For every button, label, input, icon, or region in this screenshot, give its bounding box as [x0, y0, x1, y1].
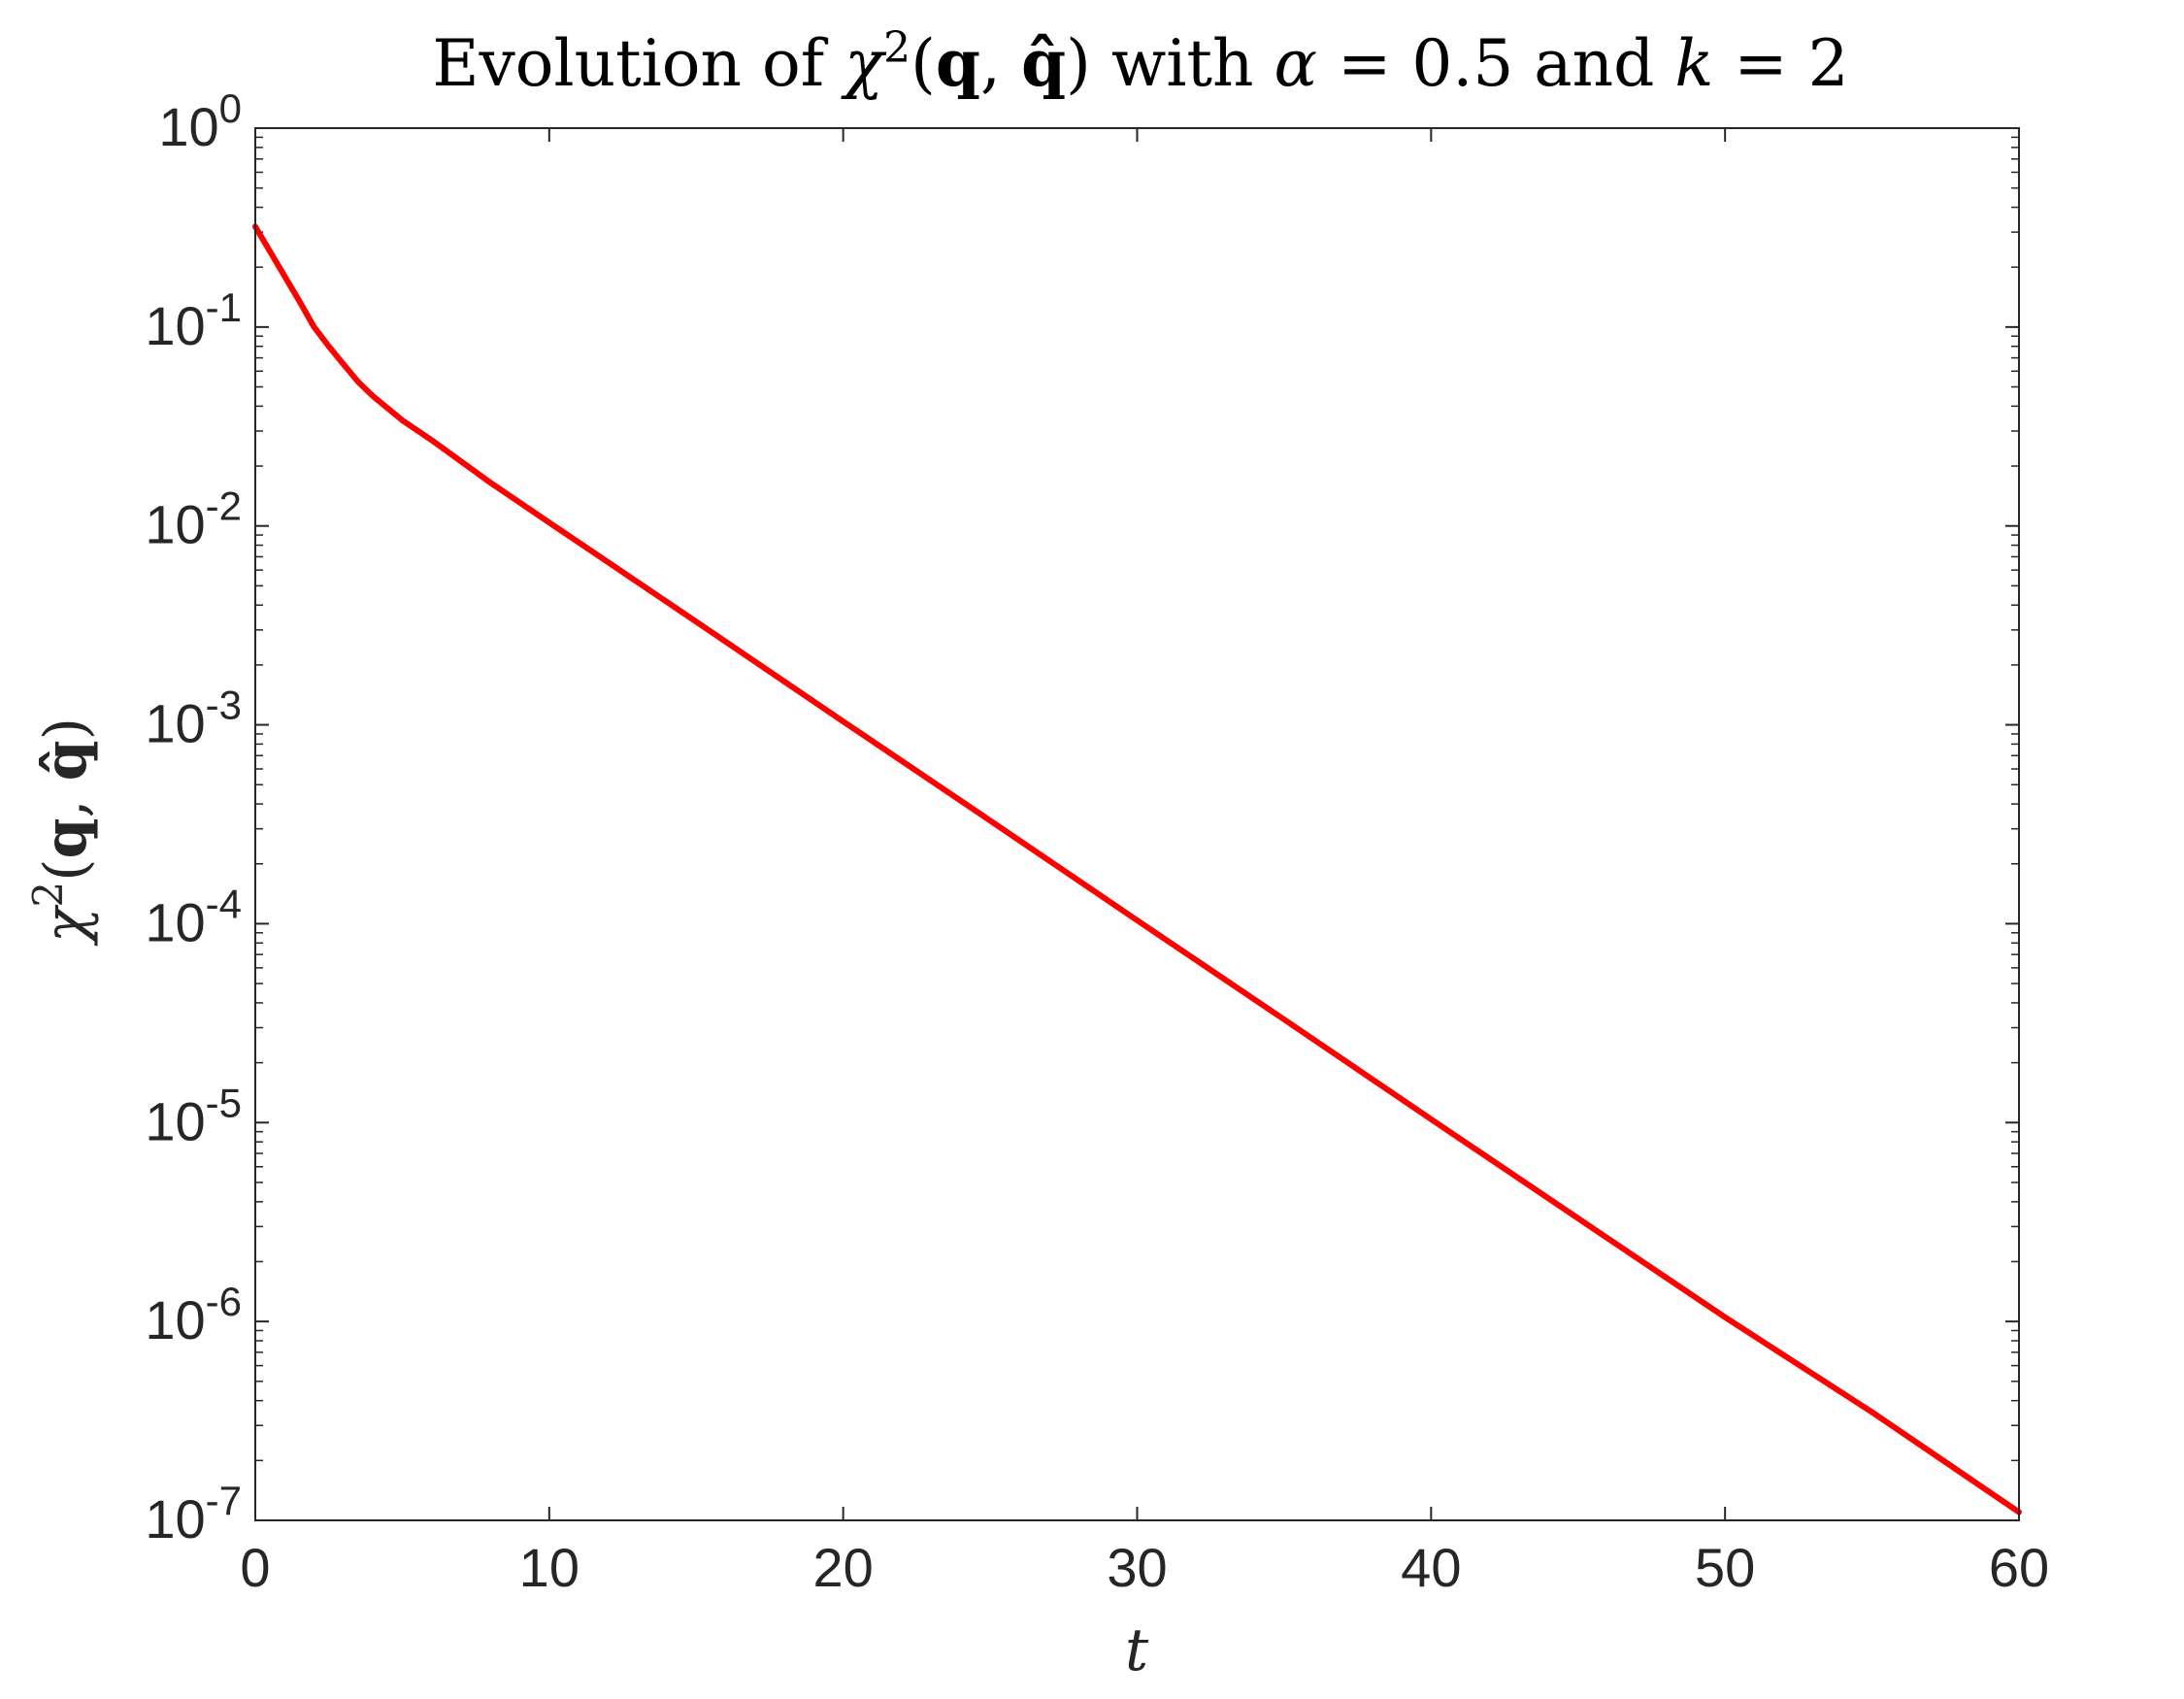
title-prefix: Evolution of — [432, 26, 844, 101]
title-chi: χ — [841, 26, 887, 101]
title-alpha-value: = 0.5 — [1317, 26, 1513, 101]
title-and: and — [1513, 26, 1674, 101]
y-tick-label-base-6: 10 — [145, 1289, 205, 1350]
y-tick-label-exponent-7: -7 — [206, 1478, 242, 1523]
y-tick-label-base-4: 10 — [145, 891, 205, 952]
x-tick-label-0: 0 — [240, 1537, 270, 1598]
y-tick-label-exponent-6: -6 — [206, 1279, 242, 1324]
y-tick-label-4: 10-4 — [145, 881, 242, 952]
y-tick-label-base-5: 10 — [145, 1090, 205, 1151]
y-label-comma: , — [32, 781, 100, 817]
y-tick-label-3: 10-3 — [145, 683, 242, 754]
y-tick-label-base-1: 10 — [145, 295, 205, 356]
y-axis-label: χ2(q, q̂) — [24, 717, 100, 947]
y-label-open-paren: ( — [32, 858, 100, 881]
y-tick-label-exponent-2: -2 — [206, 483, 242, 529]
y-tick-label-exponent-3: -3 — [206, 683, 242, 728]
y-tick-label-exponent-1: -1 — [206, 284, 242, 330]
title-comma: , — [980, 26, 1021, 101]
y-tick-label-6: 10-6 — [145, 1279, 242, 1350]
y-label-close-paren: ) — [32, 717, 100, 740]
title-close-paren: ) — [1066, 26, 1091, 101]
y-tick-label-exponent-4: -4 — [206, 881, 242, 926]
title-open-paren: ( — [910, 26, 936, 101]
tick-labels-group: 0 10 20 30 40 50 6010010-110-210-310-410-510-6… — [145, 85, 2049, 1598]
x-tick-label-1: 10 — [519, 1537, 579, 1598]
title-qhat: q̂ — [1021, 25, 1066, 101]
x-tick-label-6: 60 — [1989, 1537, 2049, 1598]
series-line-0 — [252, 223, 2022, 1516]
title-q: q — [936, 25, 980, 101]
series-layer — [252, 223, 2022, 1516]
chart-title: Evolution of χ2(q, q̂) with α = 0.5 and … — [432, 23, 1848, 101]
x-tick-label-2: 20 — [813, 1537, 874, 1598]
title-chi-power: 2 — [883, 23, 910, 73]
title-k-value: = 2 — [1713, 26, 1848, 101]
y-tick-label-base-0: 10 — [158, 96, 218, 157]
y-tick-label-exponent-0: 0 — [219, 85, 242, 131]
y-tick-label-2: 10-2 — [145, 483, 242, 555]
y-tick-label-base-7: 10 — [145, 1488, 205, 1549]
y-tick-label-base-3: 10 — [145, 693, 205, 754]
y-tick-label-0: 100 — [158, 85, 242, 157]
plot-axes-box — [254, 127, 2020, 1521]
minor-ticks-group — [255, 136, 2019, 1462]
y-label-chi-power: 2 — [24, 882, 72, 908]
title-k: k — [1674, 26, 1713, 101]
y-label-q: q — [32, 818, 100, 859]
y-tick-label-1: 10-1 — [145, 284, 242, 356]
y-label-chi: χ — [32, 904, 100, 947]
y-tick-label-base-2: 10 — [145, 494, 205, 555]
y-label-qhat: q̂ — [32, 740, 100, 781]
title-alpha: α — [1274, 26, 1318, 101]
x-tick-label-3: 30 — [1107, 1537, 1167, 1598]
x-axis-label: t — [1125, 1616, 1149, 1684]
y-tick-label-7: 10-7 — [145, 1478, 242, 1549]
title-with: with — [1091, 26, 1274, 101]
x-tick-label-5: 50 — [1695, 1537, 1755, 1598]
x-tick-label-4: 40 — [1401, 1537, 1461, 1598]
y-tick-label-exponent-5: -5 — [206, 1080, 242, 1125]
y-tick-label-5: 10-5 — [145, 1080, 242, 1151]
